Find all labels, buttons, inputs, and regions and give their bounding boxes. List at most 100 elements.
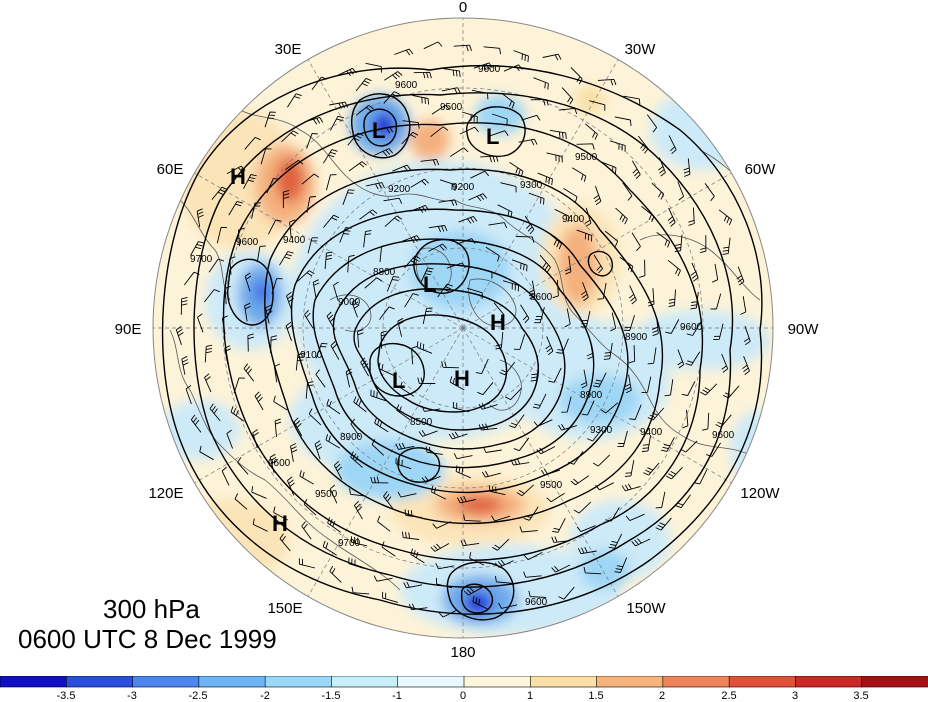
- wind-barb: [570, 67, 583, 85]
- wind-barb: [587, 428, 603, 442]
- wind-barb: [221, 466, 230, 486]
- contour-label: 9500: [540, 480, 563, 491]
- wind-barb: [347, 132, 364, 146]
- wind-barb: [545, 336, 554, 356]
- wind-barb: [226, 429, 234, 449]
- wind-barb: [312, 279, 320, 299]
- wind-barb: [686, 321, 702, 336]
- wind-barb: [437, 283, 453, 298]
- wind-barb: [497, 204, 513, 218]
- wind-barb: [656, 232, 671, 248]
- wind-barb: [267, 219, 282, 235]
- wind-barb: [423, 41, 443, 50]
- wind-barb: [204, 373, 212, 393]
- wind-barb: [384, 71, 403, 81]
- wind-barb: [533, 77, 549, 90]
- wind-barb: [600, 402, 619, 414]
- wind-barb: [269, 453, 278, 473]
- wind-barb: [416, 341, 433, 354]
- contour-label: 9700: [190, 254, 213, 265]
- wind-barb: [314, 440, 323, 460]
- wind-barb: [580, 311, 591, 328]
- wind-barb: [646, 114, 658, 133]
- wind-barb: [516, 484, 535, 497]
- wind-barb: [554, 208, 570, 223]
- wind-barb: [637, 135, 649, 154]
- wind-barb: [528, 280, 536, 300]
- wind-barb: [494, 575, 513, 584]
- wind-barb: [404, 293, 419, 308]
- wind-barb: [510, 458, 530, 466]
- wind-barb: [524, 215, 535, 235]
- wind-barb: [348, 557, 365, 569]
- contour-label: 8900: [625, 332, 648, 343]
- wind-barb: [713, 323, 724, 340]
- wind-barb: [439, 179, 456, 191]
- wind-barb: [175, 326, 184, 345]
- wind-barb: [453, 453, 473, 460]
- contour-label: 9600: [478, 64, 501, 75]
- colorbar-label: -2: [260, 690, 270, 702]
- pressure-level-title: 300 hPa: [103, 594, 200, 624]
- wind-barb: [384, 215, 403, 227]
- pressure-centers: L L H L H L H H: [230, 118, 506, 536]
- wind-barb: [658, 157, 666, 177]
- wind-barb: [667, 259, 681, 277]
- wind-barb: [495, 331, 504, 350]
- wind-barb: [289, 219, 296, 238]
- wind-barb: [655, 517, 672, 531]
- wind-barb: [304, 116, 324, 125]
- contour-label: 9200: [452, 182, 475, 193]
- wind-barb: [511, 259, 528, 272]
- wind-barb: [721, 353, 729, 373]
- wind-barb: [273, 395, 288, 411]
- wind-barb: [608, 533, 623, 549]
- colorbar-box: [728, 676, 797, 688]
- wind-barb: [539, 254, 551, 273]
- wind-barb: [710, 293, 722, 310]
- wind-barb: [204, 344, 213, 363]
- wind-barb: [536, 446, 556, 455]
- wind-barb: [593, 254, 603, 274]
- wind-barb: [287, 93, 302, 108]
- wind-barb: [379, 244, 388, 263]
- wind-barb: [476, 267, 493, 278]
- wind-barb: [453, 44, 472, 52]
- colorbar-label: -1: [392, 690, 402, 702]
- wind-barb: [675, 494, 691, 509]
- colorbar-box: [596, 676, 664, 688]
- wind-barb: [431, 105, 451, 115]
- wind-barb: [528, 590, 547, 598]
- wind-barb: [643, 462, 660, 476]
- wind-barb: [436, 577, 453, 589]
- wind-barb: [677, 181, 685, 201]
- wind-barb: [229, 256, 236, 275]
- wind-barb: [360, 357, 369, 377]
- wind-barb: [435, 563, 455, 570]
- wind-barb: [422, 307, 433, 325]
- wind-barb: [583, 566, 602, 575]
- wind-barb: [468, 193, 488, 202]
- lon-label-30e: 30E: [275, 41, 302, 58]
- wind-barb: [382, 591, 399, 603]
- wind-barb: [418, 430, 438, 437]
- wind-barb: [203, 289, 220, 303]
- colorbar-label: 3.5: [853, 690, 868, 702]
- wind-barb: [688, 207, 695, 226]
- high-center-marker: H: [490, 310, 506, 335]
- colorbar-label: 1.5: [588, 690, 603, 702]
- wind-barb: [329, 484, 338, 504]
- colorbar-label: 1: [527, 690, 533, 702]
- wind-barb: [290, 443, 298, 462]
- wind-barb: [556, 338, 569, 354]
- wind-barb: [704, 183, 715, 202]
- wind-barb: [537, 172, 553, 186]
- wind-barb: [349, 488, 367, 497]
- wind-barb: [509, 414, 525, 429]
- wind-barb: [664, 379, 674, 397]
- wind-barb: [500, 182, 517, 193]
- wind-barb: [592, 454, 611, 467]
- wind-barb: [548, 367, 562, 383]
- wind-barb: [224, 285, 231, 305]
- wind-barb: [521, 114, 541, 121]
